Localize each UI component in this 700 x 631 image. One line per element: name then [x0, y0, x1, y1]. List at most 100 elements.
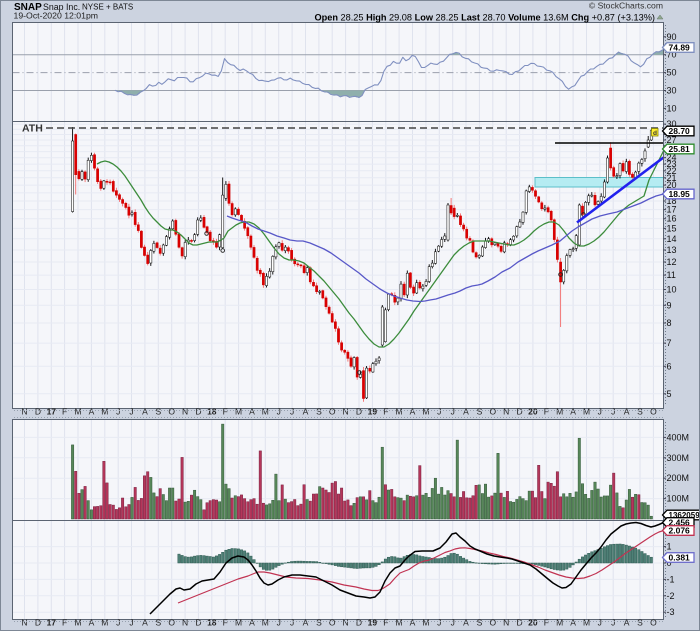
svg-text:M: M — [235, 407, 242, 417]
svg-text:ATH: ATH — [22, 123, 43, 135]
svg-text:J: J — [290, 407, 294, 417]
svg-text:M: M — [422, 618, 429, 628]
svg-text:A: A — [303, 618, 309, 628]
svg-text:S: S — [316, 618, 322, 628]
svg-text:J: J — [611, 407, 615, 417]
svg-text:D: D — [356, 618, 362, 628]
svg-text:0.381: 0.381 — [669, 553, 691, 563]
svg-text:A: A — [624, 618, 630, 628]
svg-text:A: A — [249, 407, 255, 417]
svg-text:0: 0 — [667, 558, 672, 568]
svg-text:A: A — [410, 407, 416, 417]
svg-text:N: N — [343, 618, 349, 628]
svg-text:F: F — [223, 407, 228, 417]
svg-text:1362059: 1362059 — [669, 511, 700, 520]
svg-text:19: 19 — [368, 618, 378, 628]
svg-text:2.456: 2.456 — [669, 518, 691, 528]
svg-text:F: F — [62, 618, 67, 628]
svg-text:O: O — [650, 618, 657, 628]
svg-text:F: F — [383, 407, 388, 417]
svg-text:J: J — [598, 407, 602, 417]
svg-text:17: 17 — [47, 407, 57, 417]
svg-text:D: D — [35, 407, 41, 417]
svg-text:D: D — [195, 618, 201, 628]
svg-text:O: O — [650, 407, 657, 417]
svg-text:N: N — [343, 407, 349, 417]
svg-text:27: 27 — [667, 135, 677, 145]
svg-text:J: J — [129, 407, 133, 417]
svg-text:A: A — [303, 407, 309, 417]
svg-text:M: M — [235, 618, 242, 628]
svg-text:N: N — [182, 407, 188, 417]
svg-text:M: M — [74, 618, 81, 628]
svg-text:N: N — [21, 407, 27, 417]
svg-text:SNAP: SNAP — [14, 2, 42, 13]
svg-text:M: M — [556, 407, 563, 417]
svg-text:70: 70 — [667, 50, 677, 60]
svg-text:M: M — [583, 407, 590, 417]
svg-text:2.076: 2.076 — [669, 526, 691, 536]
svg-text:J: J — [598, 618, 602, 628]
svg-text:J: J — [451, 407, 455, 417]
svg-text:200M: 200M — [667, 473, 690, 483]
svg-text:D: D — [356, 407, 362, 417]
svg-text:A: A — [89, 407, 95, 417]
svg-text:M: M — [396, 407, 403, 417]
svg-text:D: D — [35, 618, 41, 628]
svg-text:J: J — [611, 618, 615, 628]
svg-text:D: D — [517, 618, 523, 628]
svg-text:O: O — [329, 407, 336, 417]
svg-text:20: 20 — [667, 180, 677, 190]
svg-text:17: 17 — [47, 618, 57, 628]
svg-text:O: O — [329, 618, 336, 628]
svg-text:O: O — [168, 618, 175, 628]
svg-text:O: O — [489, 407, 496, 417]
svg-text:J: J — [116, 407, 120, 417]
svg-text:5: 5 — [667, 389, 672, 399]
svg-text:D: D — [517, 407, 523, 417]
svg-text:A: A — [142, 407, 148, 417]
svg-text:16: 16 — [667, 214, 677, 224]
svg-text:M: M — [101, 618, 108, 628]
svg-text:A: A — [463, 618, 469, 628]
svg-text:-3: -3 — [667, 607, 675, 617]
svg-text:F: F — [544, 618, 549, 628]
svg-text:J: J — [277, 407, 281, 417]
svg-text:300M: 300M — [667, 453, 690, 463]
svg-text:M: M — [101, 407, 108, 417]
svg-text:6: 6 — [667, 361, 672, 371]
svg-text:O: O — [489, 618, 496, 628]
svg-text:d: d — [653, 130, 657, 137]
svg-text:A: A — [89, 618, 95, 628]
svg-text:10: 10 — [667, 285, 677, 295]
svg-text:N: N — [503, 407, 509, 417]
svg-text:8: 8 — [667, 318, 672, 328]
svg-text:J: J — [290, 618, 294, 628]
svg-text:A: A — [570, 407, 576, 417]
svg-text:© StockCharts.com: © StockCharts.com — [589, 1, 663, 11]
svg-text:19-Oct-2020 12:01pm: 19-Oct-2020 12:01pm — [14, 11, 99, 21]
svg-text:30: 30 — [667, 86, 677, 96]
svg-text:S: S — [155, 407, 161, 417]
svg-text:13: 13 — [667, 245, 677, 255]
svg-text:O: O — [168, 407, 175, 417]
svg-text:J: J — [277, 618, 281, 628]
svg-text:90: 90 — [667, 32, 677, 42]
svg-text:F: F — [223, 618, 228, 628]
svg-text:18.95: 18.95 — [669, 189, 691, 199]
svg-text:M: M — [396, 618, 403, 628]
svg-text:J: J — [451, 618, 455, 628]
svg-text:18: 18 — [207, 407, 217, 417]
svg-text:21: 21 — [667, 173, 677, 183]
svg-text:M: M — [556, 618, 563, 628]
svg-text:400M: 400M — [667, 432, 690, 442]
svg-text:M: M — [262, 407, 269, 417]
svg-text:S: S — [637, 618, 643, 628]
svg-text:24: 24 — [667, 153, 677, 163]
svg-text:F: F — [383, 618, 388, 628]
svg-text:22: 22 — [667, 166, 677, 176]
svg-text:J: J — [116, 618, 120, 628]
svg-text:S: S — [316, 407, 322, 417]
svg-text:15: 15 — [667, 223, 677, 233]
svg-text:18: 18 — [207, 618, 217, 628]
